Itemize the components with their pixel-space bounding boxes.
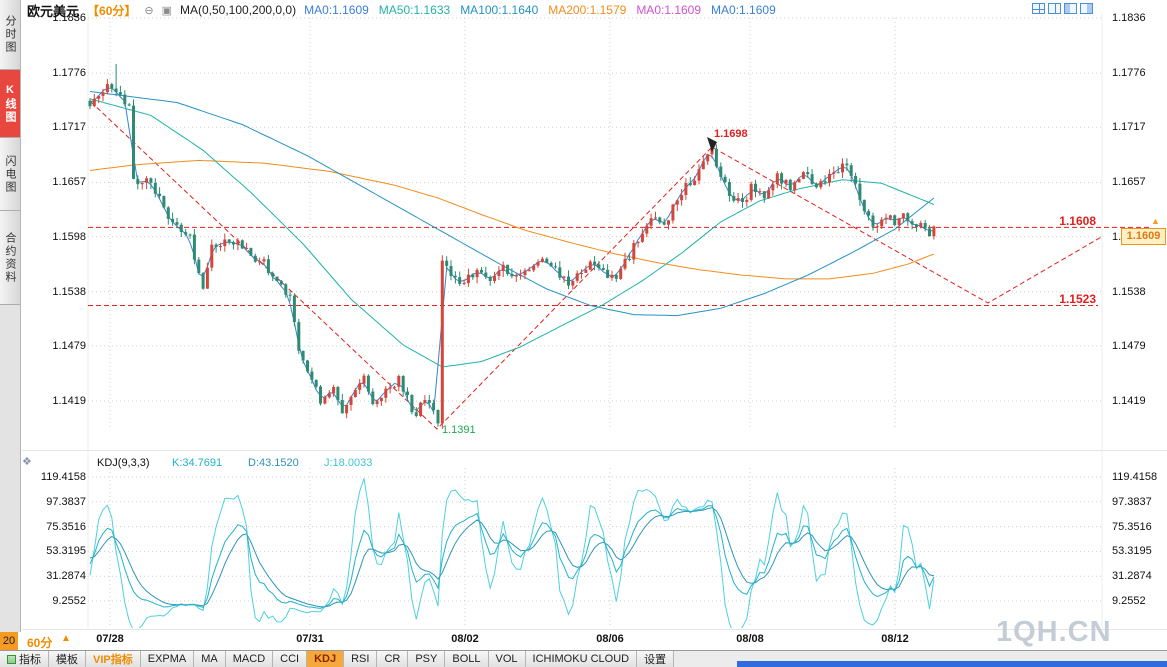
resistance-price-label: 1.1608 (1059, 214, 1096, 228)
layout-right-icon[interactable] (1080, 3, 1093, 14)
ma-values-group: MA0:1.1609 MA50:1.1633 MA100:1.1640 MA200:1… (304, 3, 786, 17)
ma-value: MA200:1.1579 (548, 3, 627, 17)
peak-price-label: 1.1698 (714, 128, 748, 140)
toolbar-tab-14[interactable]: ICHIMOKU CLOUD (525, 651, 638, 667)
indicator-toolbar: 指标 模板 VIP指标 EXPMA MA MACD CCI KDJ RSI CR PSY BOLL VO… (0, 650, 1167, 667)
toolbar-tab-6[interactable]: MACD (225, 651, 274, 667)
toolbar-tab-3[interactable]: VIP指标 (86, 651, 141, 667)
indicator-diamond-icon[interactable]: ❖ (22, 456, 32, 468)
mini-chart-icon[interactable]: ▣ (161, 4, 172, 17)
layout-quad-icon[interactable] (1032, 3, 1045, 14)
kdj-d-value: D:43.1520 (248, 457, 299, 469)
period-label[interactable]: 【60分】 (87, 3, 137, 18)
indicator-grid-icon (7, 654, 16, 664)
toolbar-tab-label: MA (201, 653, 218, 665)
layout-vsplit-icon[interactable] (1048, 3, 1061, 14)
toolbar-tab-label: EXPMA (147, 653, 187, 665)
ma-value: MA0:1.1609 (304, 3, 369, 17)
toolbar-tab-5[interactable]: MA (194, 651, 226, 667)
kdj-title[interactable]: KDJ(9,3,3) (97, 457, 150, 469)
ma-value: MA0:1.1609 (636, 3, 702, 17)
kdj-k-value: K:34.7691 (172, 457, 223, 469)
toolbar-tab-2[interactable]: 模板 (49, 651, 86, 667)
sidebar-tab-3[interactable]: 闪电图 (0, 138, 20, 211)
support-price-label: 1.1523 (1059, 292, 1096, 306)
period-footer-label[interactable]: 60分 (27, 636, 53, 650)
ma-settings-label[interactable]: MA(0,50,100,200,0,0) (180, 3, 297, 17)
layout-icon-toolbar (1032, 3, 1093, 14)
last-price-tag: 1.1609 (1121, 228, 1166, 245)
price-up-arrow-icon: ▲ (1151, 216, 1160, 226)
toolbar-tab-label: CR (384, 653, 401, 665)
collapse-icon[interactable]: ⊖ (144, 4, 154, 17)
toolbar-tab-1[interactable]: 指标 (0, 651, 49, 667)
toolbar-tab-8[interactable]: KDJ (307, 651, 345, 667)
bottom-price-label: 1.1391 (442, 424, 476, 436)
chart-header: 欧元美元 【60分】 ⊖ ▣ MA(0,50,100,200,0,0) MA0:… (27, 2, 786, 19)
toolbar-tab-9[interactable]: RSI (344, 651, 378, 667)
toolbar-tab-label: CCI (280, 653, 300, 665)
sidebar-tab-2[interactable]: K线图 (0, 70, 20, 138)
zoom-level-box[interactable]: 20 (0, 632, 18, 650)
toolbar-tab-11[interactable]: PSY (408, 651, 446, 667)
toolbar-tab-12[interactable]: BOLL (445, 651, 489, 667)
kdj-j-value: J:18.0033 (324, 457, 373, 469)
ma-value: MA0:1.1609 (711, 3, 776, 17)
toolbar-tab-label: KDJ (314, 653, 337, 665)
ma-value: MA50:1.1633 (378, 3, 451, 17)
ma-value: MA100:1.1640 (460, 3, 539, 17)
layout-left-icon[interactable] (1064, 3, 1077, 14)
watermark: 1QH.CN (996, 616, 1112, 648)
bottom-blue-strip (737, 661, 1167, 667)
symbol-title: 欧元美元 (27, 3, 80, 19)
toolbar-tab-7[interactable]: CCI (273, 651, 308, 667)
toolbar-tab-label: 模板 (56, 654, 78, 666)
toolbar-tab-4[interactable]: EXPMA (140, 651, 195, 667)
toolbar-tab-label: MACD (232, 653, 266, 665)
toolbar-tab-label: PSY (415, 653, 438, 665)
toolbar-tab-label: RSI (351, 653, 370, 665)
toolbar-tab-13[interactable]: VOL (488, 651, 526, 667)
toolbar-tab-15[interactable]: 设置 (637, 651, 675, 667)
toolbar-tab-label: VIP指标 (93, 654, 133, 666)
left-sidebar: 分时图 K线图 闪电图 合约资料 (0, 0, 21, 632)
toolbar-tab-label: 设置 (644, 654, 667, 666)
sidebar-tab-1[interactable]: 分时图 (0, 0, 20, 70)
toolbar-tab-10[interactable]: CR (377, 651, 409, 667)
toolbar-tab-label: ICHIMOKU CLOUD (532, 653, 630, 665)
period-up-arrow-icon[interactable]: ▲ (61, 633, 71, 644)
toolbar-tab-label: 指标 (19, 654, 41, 666)
toolbar-tab-label: VOL (495, 653, 518, 665)
sidebar-tab-4[interactable]: 合约资料 (0, 211, 20, 305)
toolbar-tab-label: BOLL (452, 653, 481, 665)
